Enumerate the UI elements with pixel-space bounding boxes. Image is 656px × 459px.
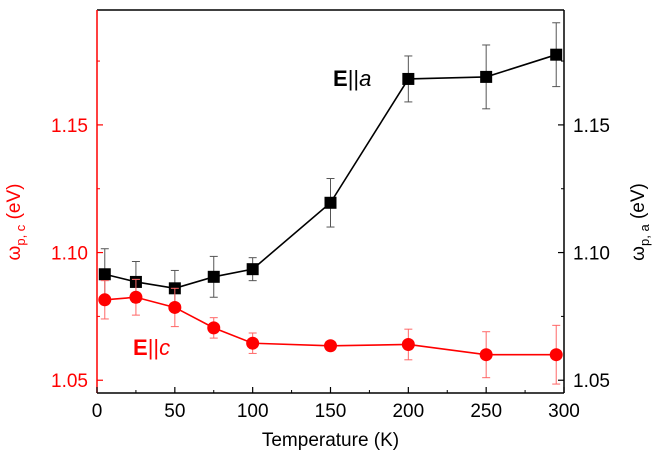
x-tick-label: 200 bbox=[392, 401, 424, 422]
left-y-tick-label: 1.15 bbox=[51, 116, 88, 137]
data-point bbox=[207, 270, 220, 283]
x-tick-label: 300 bbox=[548, 401, 580, 422]
x-tick-label: 150 bbox=[315, 401, 347, 422]
data-point bbox=[324, 196, 337, 209]
axes bbox=[96, 9, 565, 394]
series-line bbox=[104, 53, 557, 290]
data-point bbox=[98, 293, 112, 307]
left-y-tick-label: 1.05 bbox=[51, 371, 88, 392]
series-label-a: E||a bbox=[333, 66, 371, 91]
x-tick-label: 0 bbox=[92, 401, 103, 422]
right-y-tick-label: 1.15 bbox=[573, 116, 610, 137]
right-y-axis-title: ωp, a (eV) bbox=[628, 183, 652, 261]
data-point bbox=[246, 263, 259, 276]
data-point bbox=[98, 268, 111, 281]
data-point bbox=[550, 48, 563, 61]
data-point bbox=[479, 348, 493, 362]
data-point bbox=[401, 337, 415, 351]
left-y-tick-label: 1.10 bbox=[51, 244, 88, 265]
x-tick-label: 50 bbox=[164, 401, 185, 422]
x-tick-label: 100 bbox=[237, 401, 269, 422]
x-tick-label: 250 bbox=[470, 401, 502, 422]
series-a bbox=[98, 22, 563, 307]
left-y-axis-title: ωp, c (eV) bbox=[4, 184, 28, 261]
data-point bbox=[480, 70, 493, 83]
data-layer bbox=[98, 22, 563, 385]
right-y-tick-label: 1.05 bbox=[573, 371, 610, 392]
data-point bbox=[402, 72, 415, 85]
data-point bbox=[549, 348, 563, 362]
series-label-c: E||c bbox=[133, 335, 170, 360]
right-y-tick-label: 1.10 bbox=[573, 244, 610, 265]
data-point bbox=[207, 321, 221, 335]
label-layer: 0 50 100 150 200 250 300 1.05 1.10 1.15 1.05 1.10 1.… bbox=[4, 66, 652, 451]
data-point bbox=[168, 300, 182, 314]
data-point bbox=[129, 290, 143, 304]
series-c bbox=[98, 278, 563, 385]
data-point bbox=[324, 339, 337, 353]
data-point bbox=[246, 336, 260, 350]
x-axis-title: Temperature (K) bbox=[262, 430, 399, 451]
